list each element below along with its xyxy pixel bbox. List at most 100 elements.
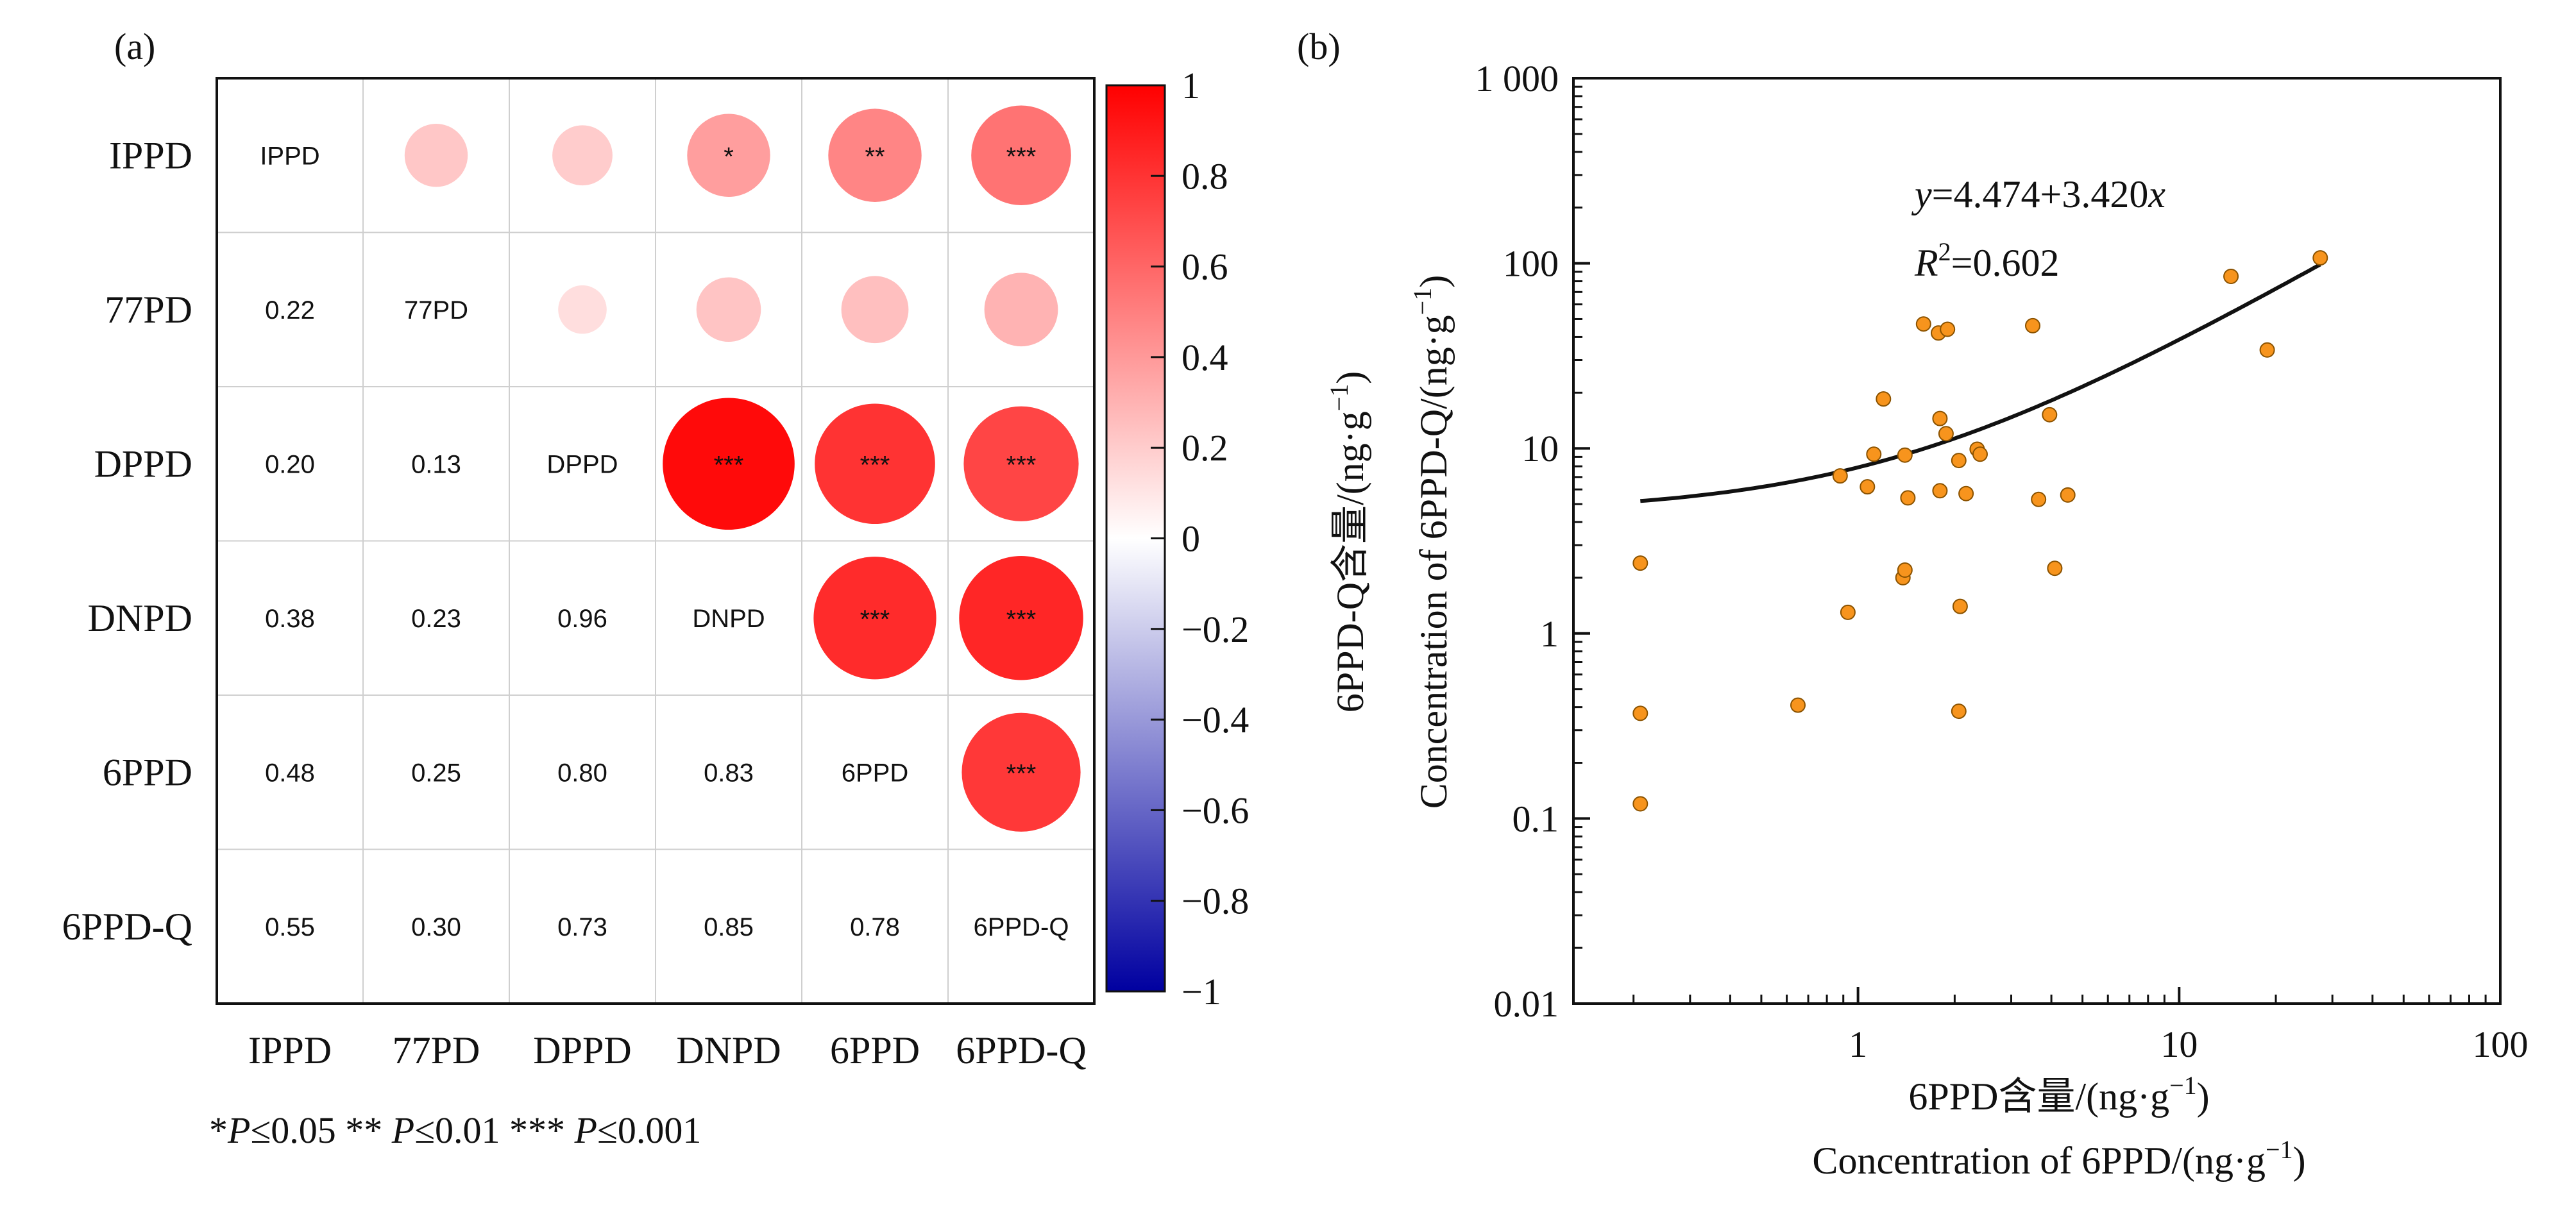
colorbar-tick-label: 0.4 bbox=[1182, 337, 1228, 378]
significance-marker: ** bbox=[865, 142, 885, 171]
x-title-cn-close: ) bbox=[2197, 1075, 2210, 1118]
correlation-circle bbox=[663, 398, 795, 530]
correlation-circle bbox=[404, 124, 468, 187]
correlation-value: 0.83 bbox=[704, 759, 754, 787]
significance-footnote: *P≤0.05 ** P≤0.01 *** P≤0.001 bbox=[209, 1109, 701, 1151]
y-tick-label: 1 bbox=[1540, 613, 1559, 655]
panel-b-label: (b) bbox=[1297, 26, 1341, 67]
data-point bbox=[1938, 426, 1954, 442]
r-squared-r: R bbox=[1914, 242, 1938, 284]
footnote-star-1: * bbox=[209, 1109, 228, 1151]
y-title-en-main: Concentration of 6PPD-Q/(ng·g bbox=[1412, 315, 1455, 809]
column-label-77pd: 77PD bbox=[393, 1029, 480, 1072]
data-point bbox=[2031, 491, 2047, 507]
x-tick-label: 1 bbox=[1849, 1023, 1867, 1065]
regression-equation: y=4.474+3.420x bbox=[1911, 173, 2165, 215]
correlation-value: 0.73 bbox=[557, 913, 607, 941]
colorbar-tick-label: −0.8 bbox=[1182, 880, 1249, 922]
correlation-value: 0.85 bbox=[704, 913, 754, 941]
data-point bbox=[1972, 446, 1988, 462]
colorbar: 1 0.8 0.6 0.4 0.2 0 −0.2 −0.4 −0.6 −0.8 −1 bbox=[1105, 65, 1249, 1013]
colorbar-tick-label: −0.6 bbox=[1182, 789, 1249, 831]
footnote-text-1: ≤0.05 ** bbox=[250, 1109, 391, 1151]
x-axis-title-chinese: 6PPD含量/(ng·g−1) bbox=[1908, 1071, 2209, 1118]
significance-marker: *** bbox=[1006, 142, 1037, 171]
correlation-circle bbox=[963, 406, 1079, 521]
y-tick-label: 10 bbox=[1521, 428, 1559, 469]
scatter-axis-ticks: 0.01 0.1 1 10 100 1 000 1 10 100 bbox=[1475, 58, 2529, 1065]
significance-marker: *** bbox=[1006, 451, 1037, 479]
x-axis-title-english: Concentration of 6PPD/(ng·g−1) bbox=[1812, 1135, 2305, 1182]
diagonal-label-dppd: DPPD bbox=[547, 450, 618, 478]
r-squared: R2=0.602 bbox=[1914, 237, 2060, 284]
x-title-en-exp: −1 bbox=[2266, 1135, 2293, 1164]
plot-frame bbox=[1572, 77, 2502, 1005]
row-label-dppd: DPPD bbox=[94, 442, 192, 485]
equation-terms: =4.474+3.420 bbox=[1932, 173, 2149, 215]
row-label-ippd: IPPD bbox=[109, 134, 192, 176]
r-squared-exponent: 2 bbox=[1938, 237, 1951, 266]
matrix-frame bbox=[216, 77, 1096, 1005]
data-point bbox=[2259, 342, 2275, 358]
significance-marker: *** bbox=[1006, 605, 1037, 634]
correlation-circle bbox=[552, 125, 613, 186]
data-point bbox=[1860, 479, 1876, 495]
r-squared-value: =0.602 bbox=[1951, 242, 2060, 284]
data-point bbox=[1951, 703, 1967, 720]
row-label-6ppd-q: 6PPD-Q bbox=[62, 905, 192, 948]
correlation-value: 0.80 bbox=[557, 759, 607, 787]
y-title-cn-main: 6PPD-Q含量/(ng·g bbox=[1329, 411, 1371, 712]
correlation-circle bbox=[841, 276, 909, 344]
y-title-cn-close: ) bbox=[1329, 371, 1371, 384]
correlation-value: 0.13 bbox=[411, 450, 461, 478]
equation-y: y bbox=[1911, 173, 1932, 215]
data-point bbox=[1940, 321, 1956, 337]
x-tick-label: 10 bbox=[2160, 1023, 2198, 1065]
correlation-circle bbox=[558, 285, 607, 334]
data-point bbox=[1952, 598, 1968, 614]
column-label-ippd: IPPD bbox=[248, 1029, 332, 1072]
data-point bbox=[1790, 697, 1806, 713]
correlation-value: 0.96 bbox=[557, 605, 607, 633]
data-point bbox=[2312, 250, 2328, 266]
x-title-en-close: ) bbox=[2293, 1140, 2306, 1182]
x-tick-label: 100 bbox=[2473, 1023, 2529, 1065]
data-point bbox=[1958, 485, 1974, 501]
y-tick-label: 1 000 bbox=[1475, 58, 1559, 99]
data-point bbox=[1632, 555, 1648, 571]
correlation-value: 0.78 bbox=[850, 913, 900, 941]
footnote-p-3: P bbox=[574, 1109, 597, 1151]
data-point bbox=[2223, 269, 2239, 284]
correlation-circle bbox=[696, 277, 761, 342]
row-label-dnpd: DNPD bbox=[88, 597, 192, 639]
correlation-value: 0.23 bbox=[411, 605, 461, 633]
diagonal-label-dnpd: DNPD bbox=[692, 605, 765, 633]
footnote-text-2: ≤0.01 *** bbox=[414, 1109, 574, 1151]
diagonal-label-6ppd-q: 6PPD-Q bbox=[974, 913, 1069, 941]
colorbar-tick-label: 0.8 bbox=[1182, 155, 1228, 197]
correlation-circle bbox=[962, 712, 1081, 832]
correlation-value: 0.38 bbox=[265, 605, 315, 633]
data-point bbox=[1876, 391, 1892, 407]
data-point bbox=[1932, 483, 1948, 499]
column-label-6ppd-q: 6PPD-Q bbox=[956, 1029, 1086, 1072]
correlation-value: 0.55 bbox=[265, 913, 315, 941]
correlation-grid bbox=[216, 77, 1096, 1005]
footnote-p-1: P bbox=[227, 1109, 250, 1151]
correlation-value: 0.30 bbox=[411, 913, 461, 941]
colorbar-tick-label: 0.2 bbox=[1182, 427, 1228, 469]
x-title-en-main: Concentration of 6PPD/(ng·g bbox=[1812, 1140, 2266, 1182]
correlation-circle bbox=[815, 403, 935, 525]
correlation-value: 0.20 bbox=[265, 450, 315, 478]
footnote-text-3: ≤0.001 bbox=[597, 1109, 701, 1151]
y-title-cn-exp: −1 bbox=[1325, 384, 1353, 412]
colorbar-tick-label: 0 bbox=[1182, 518, 1200, 560]
y-axis-title-chinese: 6PPD-Q含量/(ng·g−1) bbox=[1325, 371, 1371, 713]
x-title-cn-main: 6PPD含量/(ng·g bbox=[1908, 1075, 2169, 1118]
data-point bbox=[1932, 410, 1948, 426]
significance-marker: *** bbox=[860, 605, 890, 634]
diagonal-label-ippd: IPPD bbox=[260, 142, 319, 170]
significance-marker: *** bbox=[1006, 759, 1037, 787]
